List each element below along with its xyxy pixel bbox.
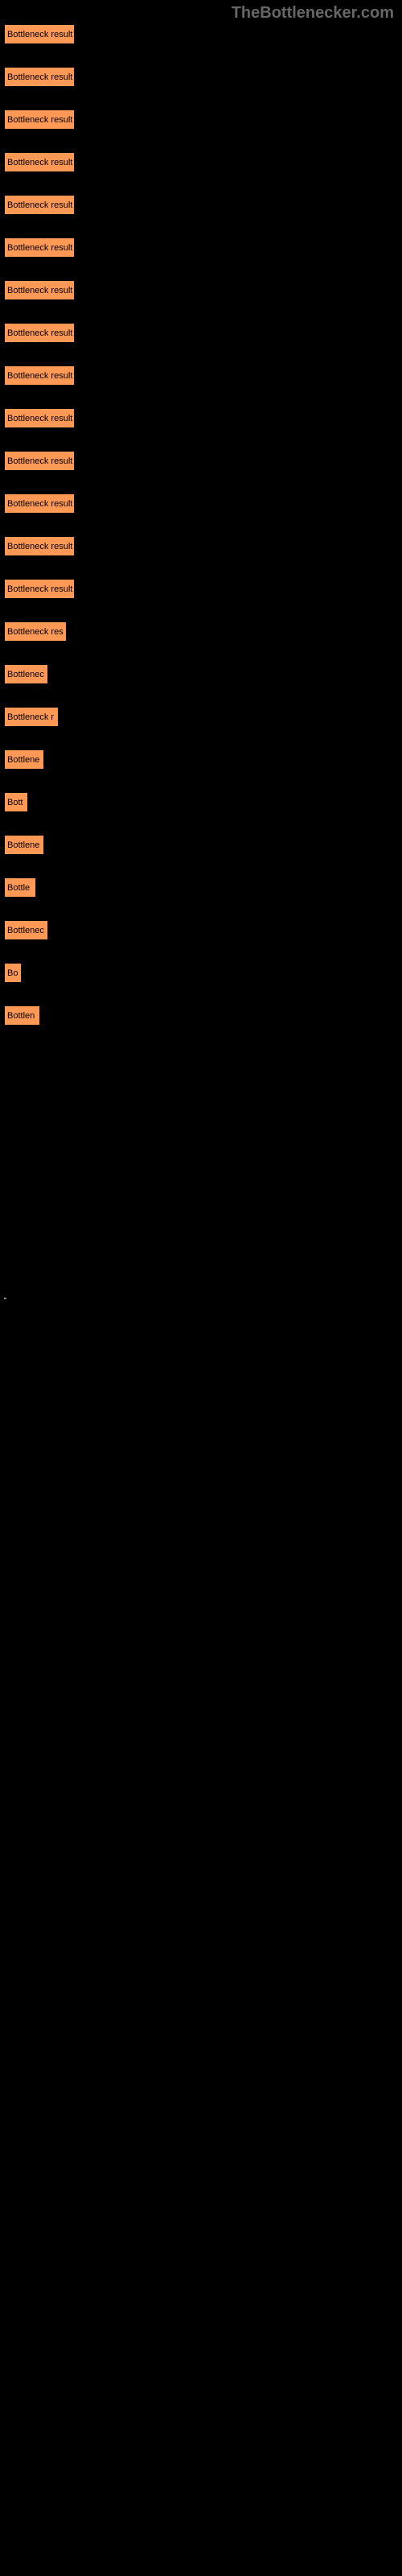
bar-row: Bottlenec	[4, 920, 402, 940]
chart-bar: Bottlene	[4, 749, 44, 770]
chart-bar: Bottleneck result	[4, 451, 75, 471]
bar-row: Bottleneck result	[4, 365, 402, 386]
bar-row: Bottlene	[4, 749, 402, 770]
bar-row: Bottleneck result	[4, 323, 402, 343]
chart-bar: Bottleneck result	[4, 323, 75, 343]
chart-bar: Bottlen	[4, 1005, 40, 1026]
chart-bar: Bottlenec	[4, 664, 48, 684]
chart-bar: Bottleneck r	[4, 707, 59, 727]
bar-row: Bottleneck result	[4, 493, 402, 514]
chart-bar: Bottleneck result	[4, 237, 75, 258]
chart-bar: Bottleneck result	[4, 536, 75, 556]
bar-row: Bottleneck result	[4, 152, 402, 172]
bar-row: Bottleneck result	[4, 109, 402, 130]
bar-row: Bottleneck result	[4, 67, 402, 87]
bar-row: Bo	[4, 963, 402, 983]
bar-row: Bottleneck result	[4, 237, 402, 258]
chart-bar: Bottle	[4, 877, 36, 898]
bar-row: Bottleneck result	[4, 451, 402, 471]
bar-row: Bottleneck result	[4, 579, 402, 599]
chart-bar: Bottleneck result	[4, 280, 75, 300]
chart-bar: Bottleneck result	[4, 408, 75, 428]
bar-row: Bottleneck result	[4, 408, 402, 428]
chart-bar: Bottleneck result	[4, 24, 75, 44]
chart-container: Bottleneck result Bottleneck result Bottle…	[0, 0, 402, 1299]
bar-row: Bottlenec	[4, 664, 402, 684]
chart-bar: Bottlene	[4, 835, 44, 855]
chart-bar: Bottleneck result	[4, 195, 75, 215]
bar-row: Bott	[4, 792, 402, 812]
bar-row: Bottleneck result	[4, 536, 402, 556]
thin-marker	[4, 1298, 6, 1299]
bar-row: Bottleneck result	[4, 280, 402, 300]
bar-row: Bottleneck result	[4, 24, 402, 44]
chart-bar: Bo	[4, 963, 22, 983]
watermark-text: TheBottlenecker.com	[232, 4, 394, 23]
bar-row: Bottle	[4, 877, 402, 898]
chart-bar: Bottleneck result	[4, 493, 75, 514]
bar-row: Bottlen	[4, 1005, 402, 1026]
bar-row: Bottleneck res	[4, 621, 402, 642]
chart-bar: Bottleneck result	[4, 109, 75, 130]
bar-row: Bottleneck result	[4, 195, 402, 215]
bar-row: Bottlene	[4, 835, 402, 855]
chart-bar: Bottlenec	[4, 920, 48, 940]
chart-bar: Bottleneck res	[4, 621, 67, 642]
bar-row: Bottleneck r	[4, 707, 402, 727]
chart-bar: Bottleneck result	[4, 67, 75, 87]
chart-bar: Bottleneck result	[4, 579, 75, 599]
chart-bar: Bott	[4, 792, 28, 812]
chart-bar: Bottleneck result	[4, 365, 75, 386]
chart-bar: Bottleneck result	[4, 152, 75, 172]
